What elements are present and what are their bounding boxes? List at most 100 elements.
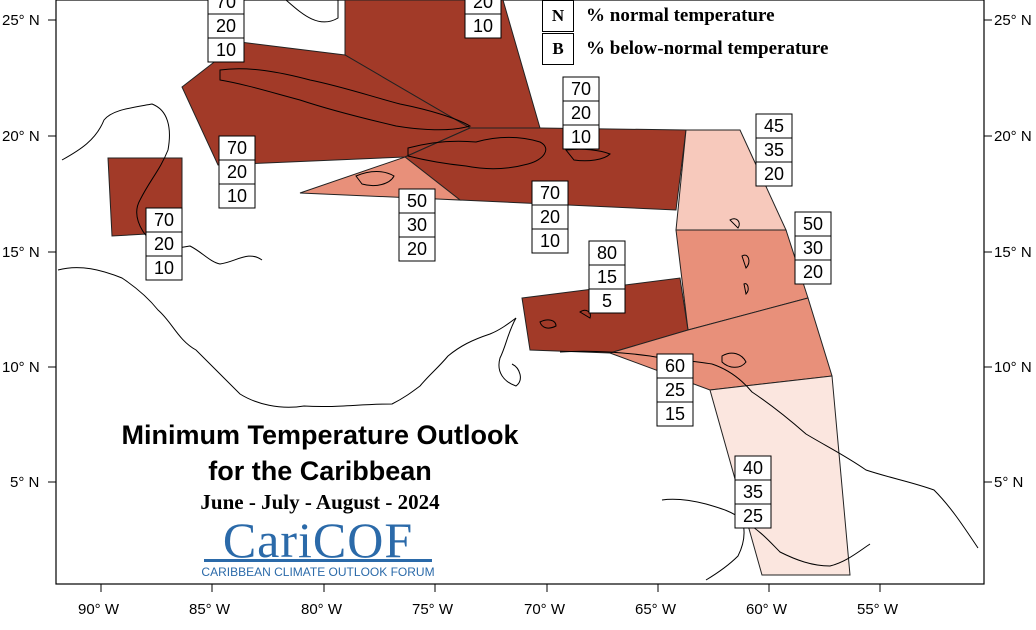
- outlook-cell-bahamas-east-1: [464, 13, 502, 39]
- forecast-zones: [107, 0, 851, 576]
- outlook-cell-trinidad-1: [656, 377, 694, 403]
- outlook-cell-belize-0: [145, 207, 183, 233]
- outlook-value-leeward-islands-1: 35: [764, 140, 784, 160]
- outlook-value-bahamas-west-1: 20: [216, 16, 236, 36]
- lon-label-80: 80° W: [301, 601, 343, 618]
- outlook-value-jamaica-2: 20: [407, 239, 427, 259]
- outlook-box-windward-islands: 50 30 20: [794, 211, 832, 285]
- outlook-value-windward-islands-2: 20: [803, 262, 823, 282]
- outlook-value-south-hispaniola-0: 70: [540, 183, 560, 203]
- outlook-value-abc-islands-1: 15: [597, 267, 617, 287]
- outlook-value-trinidad-2: 15: [665, 404, 685, 424]
- outlook-cell-jamaica-1: [398, 212, 436, 238]
- outlook-value-guianas-0: 40: [743, 458, 763, 478]
- lon-label-85: 85° W: [189, 601, 231, 618]
- outlook-cell-hispaniola-2: [562, 124, 600, 150]
- outlook-cell-jamaica-2: [398, 236, 436, 262]
- outlook-value-hispaniola-2: 10: [571, 127, 591, 147]
- outlook-box-south-hispaniola: 70 20 10: [531, 180, 569, 254]
- lon-label-55: 55° W: [857, 601, 899, 618]
- outlook-value-windward-islands-1: 30: [803, 238, 823, 258]
- outlook-cell-trinidad-2: [656, 401, 694, 427]
- outlook-box-belize: 70 20 10: [145, 207, 183, 281]
- map-title-line1: Minimum Temperature Outlook: [121, 420, 519, 450]
- lon-label-90: 90° W: [78, 601, 120, 618]
- longitude-labels: 90° W 85° W 80° W 75° W 70° W 65° W 60° …: [78, 601, 899, 618]
- outlook-cell-cuba-1: [218, 159, 256, 185]
- lat-label-5-left: 5° N: [10, 474, 39, 491]
- legend-key-below: B: [542, 33, 574, 65]
- outlook-value-leeward-islands-0: 45: [764, 116, 784, 136]
- lat-label-15-left: 15° N: [2, 244, 40, 261]
- outlook-cell-hispaniola-0: [562, 76, 600, 102]
- outlook-cell-windward-islands-2: [794, 259, 832, 285]
- outlook-cell-leeward-islands-2: [755, 161, 793, 187]
- outlook-value-trinidad-0: 60: [665, 356, 685, 376]
- outlook-value-bahamas-west-0: 70: [216, 0, 236, 12]
- outlook-value-hispaniola-1: 20: [571, 103, 591, 123]
- outlook-value-belize-1: 20: [154, 234, 174, 254]
- lon-label-75: 75° W: [412, 601, 454, 618]
- outlook-cell-windward-islands-1: [794, 235, 832, 261]
- map-period: June - July - August - 2024: [200, 490, 440, 514]
- outlook-value-abc-islands-0: 80: [597, 243, 617, 263]
- outlook-value-bahamas-east-0: 20: [473, 0, 493, 12]
- outlook-value-leeward-islands-2: 20: [764, 164, 784, 184]
- lat-label-20-right: 20° N: [994, 128, 1032, 145]
- map-title-line2: for the Caribbean: [208, 456, 432, 486]
- outlook-box-leeward-islands: 45 35 20: [755, 113, 793, 187]
- outlook-value-guianas-1: 35: [743, 482, 763, 502]
- lat-label-15-right: 15° N: [994, 244, 1032, 261]
- outlook-cell-windward-islands-0: [794, 211, 832, 237]
- lon-label-70: 70° W: [524, 601, 566, 618]
- outlook-value-cuba-0: 70: [227, 138, 247, 158]
- outlook-boxes: 7020102010702010702010702010503020702010…: [145, 0, 832, 529]
- outlook-cell-trinidad-0: [656, 353, 694, 379]
- lat-label-25-left: 25° N: [2, 12, 40, 29]
- longitude-ticks: [100, 584, 881, 592]
- outlook-value-cuba-1: 20: [227, 162, 247, 182]
- caricof-logo: CariCOF CARIBBEAN CLIMATE OUTLOOK FORUM: [200, 513, 436, 581]
- outlook-cell-leeward-islands-0: [755, 113, 793, 139]
- outlook-cell-jamaica-0: [398, 188, 436, 214]
- outlook-value-south-hispaniola-1: 20: [540, 207, 560, 227]
- lat-label-5-right: 5° N: [994, 474, 1023, 491]
- legend-label-below: % below-normal temperature: [586, 38, 829, 59]
- legend-below: B % below-normal temperature: [542, 33, 828, 65]
- lat-label-10-left: 10° N: [2, 359, 40, 376]
- outlook-box-jamaica: 50 30 20: [398, 188, 436, 262]
- lat-label-25-right: 25° N: [994, 12, 1032, 29]
- outlook-box-hispaniola: 70 20 10: [562, 76, 600, 150]
- legend-key-normal: N: [542, 0, 574, 32]
- outlook-cell-belize-1: [145, 231, 183, 257]
- outlook-cell-guianas-1: [734, 479, 772, 505]
- outlook-value-guianas-2: 25: [743, 506, 763, 526]
- outlook-value-jamaica-1: 30: [407, 215, 427, 235]
- legend-label-normal: % normal temperature: [586, 5, 775, 26]
- outlook-box-cuba: 70 20 10: [218, 135, 256, 209]
- coastlines: [57, 0, 979, 581]
- outlook-value-belize-2: 10: [154, 258, 174, 278]
- outlook-cell-cuba-2: [218, 183, 256, 209]
- outlook-cell-guianas-2: [734, 503, 772, 529]
- outlook-cell-bahamas-west-1: [207, 13, 245, 39]
- outlook-value-hispaniola-0: 70: [571, 79, 591, 99]
- outlook-value-abc-islands-2: 5: [602, 291, 612, 311]
- outlook-cell-south-hispaniola-2: [531, 228, 569, 254]
- outlook-cell-belize-2: [145, 255, 183, 281]
- caricof-logo-text: CariCOF: [222, 512, 414, 568]
- lat-label-10-right: 10° N: [994, 359, 1032, 376]
- outlook-cell-bahamas-west-2: [207, 37, 245, 63]
- outlook-value-jamaica-0: 50: [407, 191, 427, 211]
- outlook-value-cuba-2: 10: [227, 186, 247, 206]
- outlook-cell-abc-islands-1: [588, 264, 626, 290]
- outlook-cell-south-hispaniola-0: [531, 180, 569, 206]
- outlook-value-bahamas-east-1: 10: [473, 16, 493, 36]
- outlook-box-abc-islands: 80 15 5: [588, 240, 626, 314]
- lon-label-65: 65° W: [635, 601, 677, 618]
- latitude-labels: 25° N 20° N 15° N 10° N 5° N 25° N 20° N…: [2, 12, 1032, 491]
- outlook-cell-leeward-islands-1: [755, 137, 793, 163]
- outlook-box-trinidad: 60 25 15: [656, 353, 694, 427]
